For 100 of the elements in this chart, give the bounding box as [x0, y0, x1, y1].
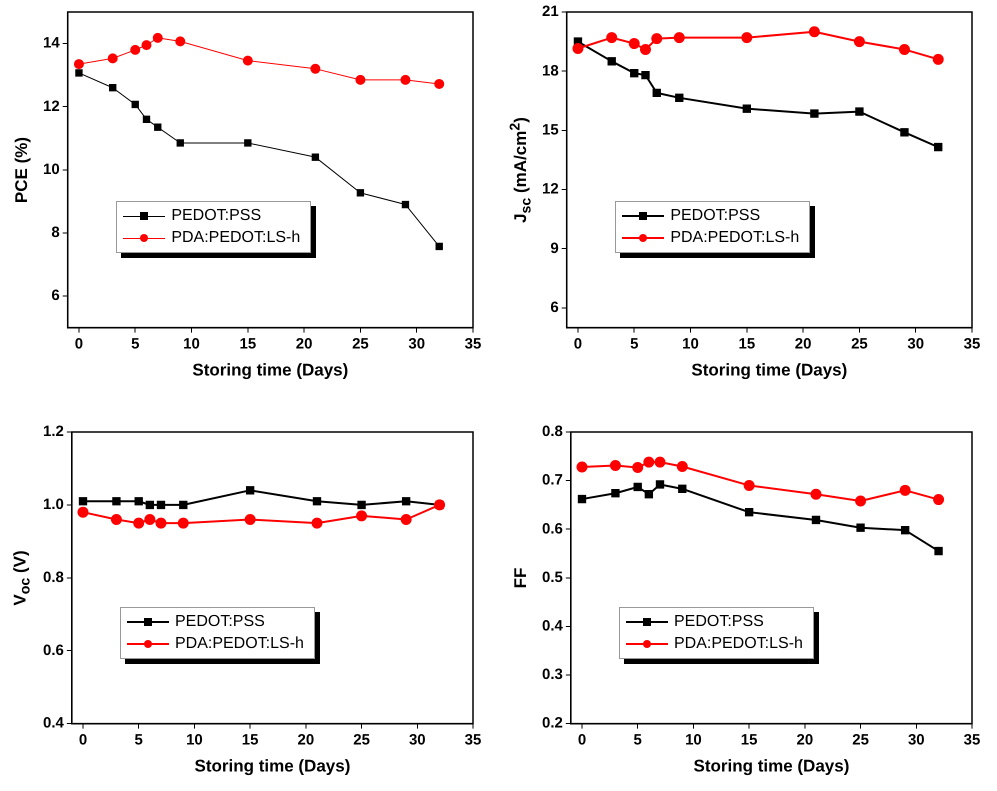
- point: [855, 107, 864, 116]
- point: [608, 57, 616, 66]
- y-tick-label: 0.8: [42, 568, 64, 586]
- point: [606, 32, 618, 44]
- x-tick-label: 35: [964, 336, 980, 353]
- x-tick-label: 25: [352, 336, 369, 353]
- point: [156, 500, 166, 510]
- point: [674, 32, 685, 44]
- y-tick-label: 0.4: [42, 714, 64, 732]
- point: [176, 139, 184, 147]
- x-tick-label: 30: [907, 336, 924, 353]
- point: [676, 461, 688, 472]
- point: [130, 44, 140, 55]
- point: [146, 500, 154, 510]
- y-tick-label: 0.4: [542, 618, 564, 635]
- point: [900, 526, 910, 534]
- x-axis-title: Storing time (Days): [194, 756, 350, 776]
- point: [854, 36, 865, 48]
- point: [934, 546, 943, 556]
- point: [400, 514, 412, 525]
- point: [244, 139, 252, 147]
- point: [75, 69, 83, 77]
- y-tick-label: 18: [542, 62, 559, 80]
- x-tick-label: 10: [682, 336, 699, 353]
- x-tick-label: 25: [353, 732, 370, 749]
- point: [900, 484, 911, 496]
- y-tick-label: 0.6: [542, 520, 563, 538]
- x-tick-label: 5: [134, 732, 143, 749]
- legend-label: PEDOT:PSS: [171, 207, 262, 226]
- point: [77, 506, 88, 518]
- point: [810, 488, 822, 500]
- point: [141, 40, 152, 50]
- legend-label: PDA:PEDOT:LS-h: [670, 229, 800, 248]
- point: [356, 189, 364, 197]
- point: [610, 460, 621, 472]
- point: [634, 482, 642, 492]
- point: [641, 70, 650, 80]
- point: [744, 508, 754, 516]
- x-tick-label: 35: [964, 732, 980, 749]
- x-tick-label: 30: [408, 336, 426, 353]
- point: [134, 497, 143, 506]
- point: [741, 32, 752, 44]
- y-tick-label: 12: [542, 180, 559, 198]
- y-tick-label: 0.7: [542, 472, 563, 489]
- point: [855, 496, 866, 507]
- point: [400, 74, 410, 85]
- x-tick-label: 20: [796, 732, 814, 749]
- point: [812, 516, 820, 524]
- point: [312, 518, 322, 529]
- point: [744, 480, 755, 491]
- legend-label: PEDOT:PSS: [674, 612, 764, 631]
- point: [632, 462, 644, 473]
- point: [436, 242, 443, 250]
- x-tick-label: 25: [851, 336, 868, 353]
- point: [178, 518, 189, 529]
- y-tick-label: 10: [42, 160, 60, 178]
- y-tick-label: 6: [550, 299, 559, 316]
- point: [144, 514, 156, 525]
- point: [246, 486, 254, 494]
- y-tick-label: 21: [542, 3, 559, 20]
- x-tick-label: 0: [578, 732, 586, 749]
- point: [154, 124, 162, 131]
- point: [110, 514, 122, 525]
- x-tick-label: 0: [574, 336, 582, 353]
- point: [312, 497, 322, 506]
- point: [108, 53, 118, 64]
- point: [578, 494, 586, 504]
- legend-label: PDA:PEDOT:LS-h: [171, 229, 300, 248]
- y-tick-label: 0.3: [542, 666, 563, 684]
- point: [109, 84, 116, 92]
- x-tick-label: 35: [464, 732, 482, 749]
- legend-label: PEDOT:PSS: [670, 207, 760, 226]
- y-tick-label: 0.8: [542, 423, 563, 440]
- point: [244, 514, 256, 525]
- y-tick-label: 8: [51, 224, 60, 242]
- x-tick-label: 5: [634, 732, 642, 749]
- x-axis-title: Storing time (Days): [192, 360, 348, 380]
- y-tick-label: 0.5: [542, 568, 563, 586]
- point: [651, 33, 662, 44]
- point: [628, 38, 640, 50]
- point: [643, 456, 654, 468]
- point: [898, 44, 910, 55]
- x-tick-label: 15: [242, 732, 258, 749]
- legend-label: PDA:PEDOT:LS-h: [674, 634, 803, 653]
- point: [402, 497, 410, 506]
- point: [132, 100, 139, 108]
- point: [630, 68, 638, 78]
- x-tick-label: 35: [464, 336, 482, 353]
- point: [179, 500, 188, 510]
- point: [810, 109, 819, 118]
- y-axis-title: FF: [511, 567, 531, 588]
- legend-label: PEDOT:PSS: [174, 612, 265, 631]
- x-tick-label: 30: [908, 732, 925, 749]
- y-tick-label: 6: [51, 287, 60, 304]
- point: [932, 54, 944, 65]
- point: [652, 88, 661, 98]
- x-axis-title: Storing time (Days): [691, 360, 848, 380]
- point: [611, 489, 620, 498]
- y-tick-label: 1.2: [42, 423, 64, 440]
- point: [112, 497, 121, 506]
